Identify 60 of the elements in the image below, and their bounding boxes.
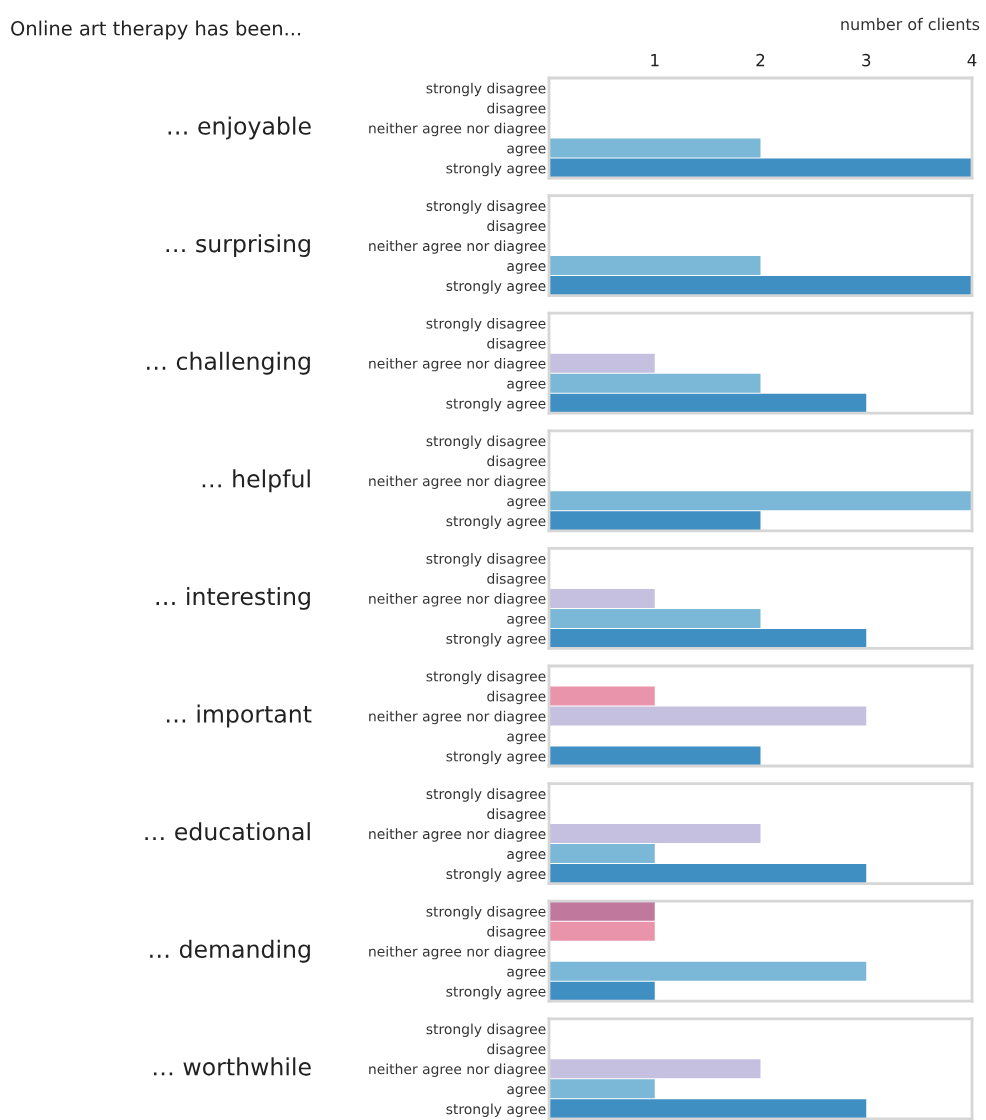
y-axis-title: … surprising bbox=[166, 234, 310, 258]
y-tick-label: disagree bbox=[487, 102, 546, 117]
y-axis-title: … educational bbox=[145, 822, 310, 841]
y-tick-label: neither agree nor diagree bbox=[369, 828, 546, 842]
y-tick-label: strongly disagree bbox=[426, 435, 546, 449]
y-tick-label: disagree bbox=[487, 1043, 546, 1057]
y-tick-label: agree bbox=[507, 968, 546, 980]
text: Online art therapy has been... bbox=[11, 20, 301, 40]
x-tick-label: 2 bbox=[756, 53, 765, 67]
y-tick-label: disagree bbox=[487, 690, 546, 705]
y-tick-label: strongly agree bbox=[446, 397, 546, 412]
y-axis-title: … interesting bbox=[156, 586, 310, 610]
x-axis-title: number of clients bbox=[841, 17, 980, 31]
y-tick-label: strongly agree bbox=[446, 515, 546, 529]
y-tick-label: neither agree nor diagree bbox=[369, 122, 546, 137]
y-tick-label: strongly disagree bbox=[426, 788, 546, 802]
y-axis-title: … worthwhile bbox=[154, 1057, 311, 1076]
y-tick-label: disagree bbox=[487, 220, 546, 234]
y-tick-label: neither agree nor diagree bbox=[369, 593, 546, 607]
y-tick-label: strongly agree bbox=[446, 280, 546, 294]
x-tick-label: 4 bbox=[967, 54, 977, 67]
y-tick-label: agree bbox=[507, 380, 546, 392]
y-tick-label: agree bbox=[507, 263, 546, 274]
y-tick-label: agree bbox=[507, 733, 546, 745]
y-tick-label: disagree bbox=[487, 337, 546, 352]
y-axis-title: … demanding bbox=[150, 939, 310, 963]
y-tick-label: strongly disagree bbox=[426, 317, 546, 332]
y-tick-label: neither agree nor diagree bbox=[369, 710, 546, 725]
y-tick-label: agree bbox=[507, 145, 546, 157]
y-tick-label: strongly agree bbox=[446, 633, 546, 647]
y-tick-label: strongly disagree bbox=[426, 905, 546, 920]
y-tick-label: agree bbox=[507, 498, 546, 509]
x-tick-label: 1 bbox=[651, 54, 659, 67]
y-tick-label: strongly disagree bbox=[426, 1023, 546, 1037]
y-tick-label: neither agree nor diagree bbox=[369, 475, 546, 489]
y-tick-label: disagree bbox=[487, 808, 546, 822]
y-tick-label: agree bbox=[507, 615, 546, 627]
y-tick-label: disagree bbox=[487, 455, 546, 469]
y-tick-label: strongly disagree bbox=[426, 670, 546, 685]
y-tick-label: agree bbox=[507, 851, 546, 862]
y-tick-label: disagree bbox=[487, 925, 546, 940]
y-tick-label: strongly disagree bbox=[426, 82, 546, 97]
y-tick-label: neither agree nor diagree bbox=[369, 1063, 546, 1077]
y-tick-label: strongly disagree bbox=[426, 553, 546, 567]
y-tick-label: neither agree nor diagree bbox=[369, 240, 546, 254]
y-tick-label: neither agree nor diagree bbox=[369, 357, 546, 372]
y-tick-label: strongly agree bbox=[446, 1103, 546, 1117]
y-tick-label: agree bbox=[507, 1086, 546, 1097]
y-axis-title: … enjoyable bbox=[168, 116, 311, 140]
y-tick-label: neither agree nor diagree bbox=[369, 945, 546, 960]
y-tick-label: strongly disagree bbox=[426, 200, 546, 214]
y-axis-title: … challenging bbox=[147, 351, 310, 375]
x-tick-label: 3 bbox=[862, 53, 871, 67]
y-tick-label: strongly agree bbox=[446, 750, 546, 765]
y-tick-label: disagree bbox=[487, 573, 546, 587]
y-axis-title: … important bbox=[166, 704, 312, 728]
y-tick-label: strongly agree bbox=[446, 162, 546, 177]
y-tick-label: strongly agree bbox=[446, 985, 546, 1000]
y-axis-title: … helpful bbox=[202, 469, 310, 493]
y-tick-label: strongly agree bbox=[446, 868, 546, 882]
